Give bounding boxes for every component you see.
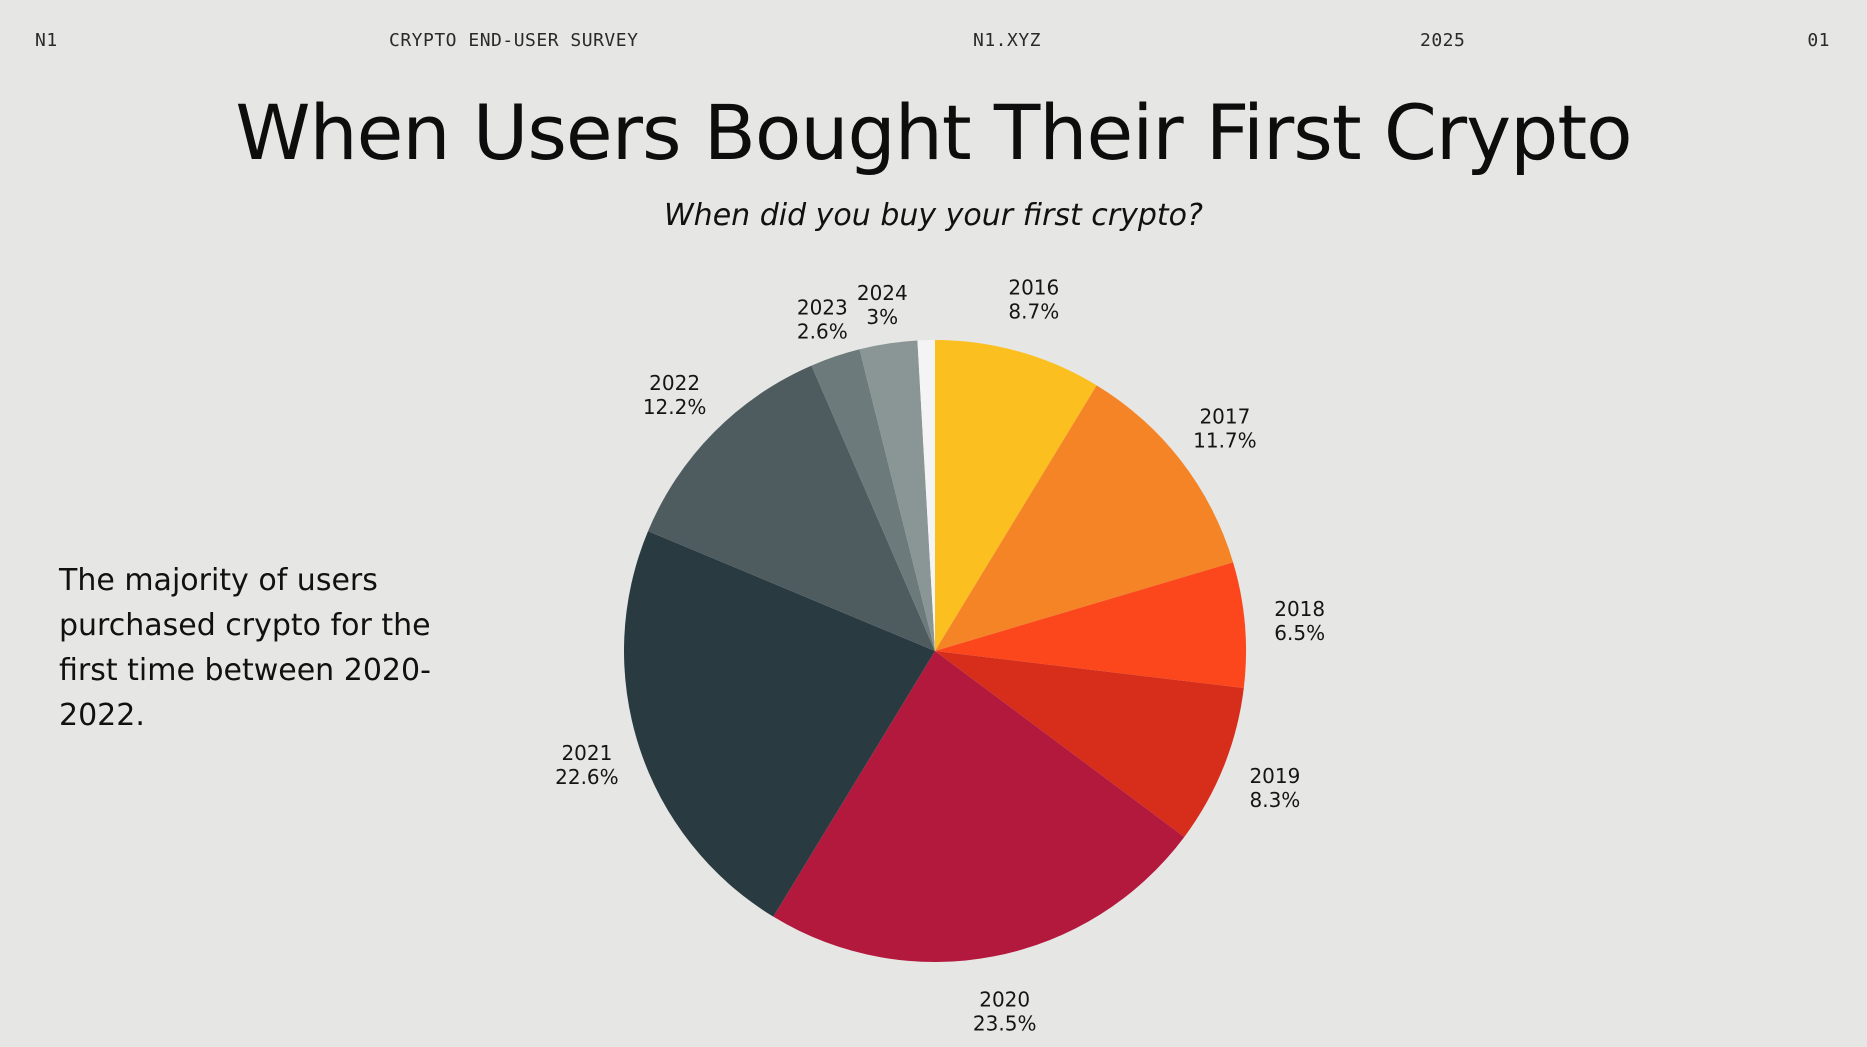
slice-label-2016: 2016: [1008, 276, 1059, 300]
slice-value-2017: 11.7%: [1193, 429, 1257, 453]
slice-value-2023: 2.6%: [797, 320, 848, 344]
slice-value-2022: 12.2%: [643, 395, 707, 419]
slice-value-2020: 23.5%: [973, 1011, 1037, 1035]
summary-note: The majority of users purchased crypto f…: [59, 563, 431, 733]
brand-label: N1: [35, 30, 58, 51]
pie-slices: [624, 340, 1247, 963]
survey-label: CRYPTO END-USER SURVEY: [389, 30, 639, 51]
slice-label-2023: 2023: [797, 296, 848, 320]
pie-slice-2018: [935, 562, 1247, 689]
page-number: 01: [1807, 30, 1830, 51]
slice-label-2022: 2022: [649, 371, 700, 395]
page-title: When Users Bought Their First Crypto: [235, 88, 1632, 177]
slice-label-2021: 2021: [561, 741, 612, 765]
pie-slice-2023: [811, 349, 935, 651]
chart-subtitle: When did you buy your first crypto?: [664, 198, 1203, 233]
year-label: 2025: [1420, 30, 1466, 51]
slice-label-2020: 2020: [979, 987, 1030, 1011]
pie-slice-2019: [935, 651, 1244, 837]
slice-value-2016: 8.7%: [1008, 300, 1059, 324]
slice-label-2019: 2019: [1249, 764, 1300, 788]
slice-value-2019: 8.3%: [1249, 788, 1300, 812]
pie-slice-2020: [773, 651, 1185, 963]
pie-slice-2021: [624, 531, 935, 917]
slice-value-2018: 6.5%: [1274, 621, 1325, 645]
slice-label-2017: 2017: [1199, 405, 1250, 429]
slice-label-2024: 2024: [857, 281, 908, 305]
page-header: N1 CRYPTO END-USER SURVEY N1.XYZ 2025 01: [0, 30, 1867, 60]
pie-slice-other: [917, 340, 935, 651]
pie-slice-2024: [859, 340, 935, 651]
site-link[interactable]: N1.XYZ: [973, 30, 1042, 51]
slice-value-2024: 3%: [866, 305, 898, 329]
pie-slice-2022: [648, 365, 935, 651]
pie-slice-2016: [935, 340, 1097, 651]
slice-value-2021: 22.6%: [555, 765, 619, 789]
pie-slice-2017: [935, 385, 1234, 651]
slice-label-2018: 2018: [1274, 597, 1325, 621]
